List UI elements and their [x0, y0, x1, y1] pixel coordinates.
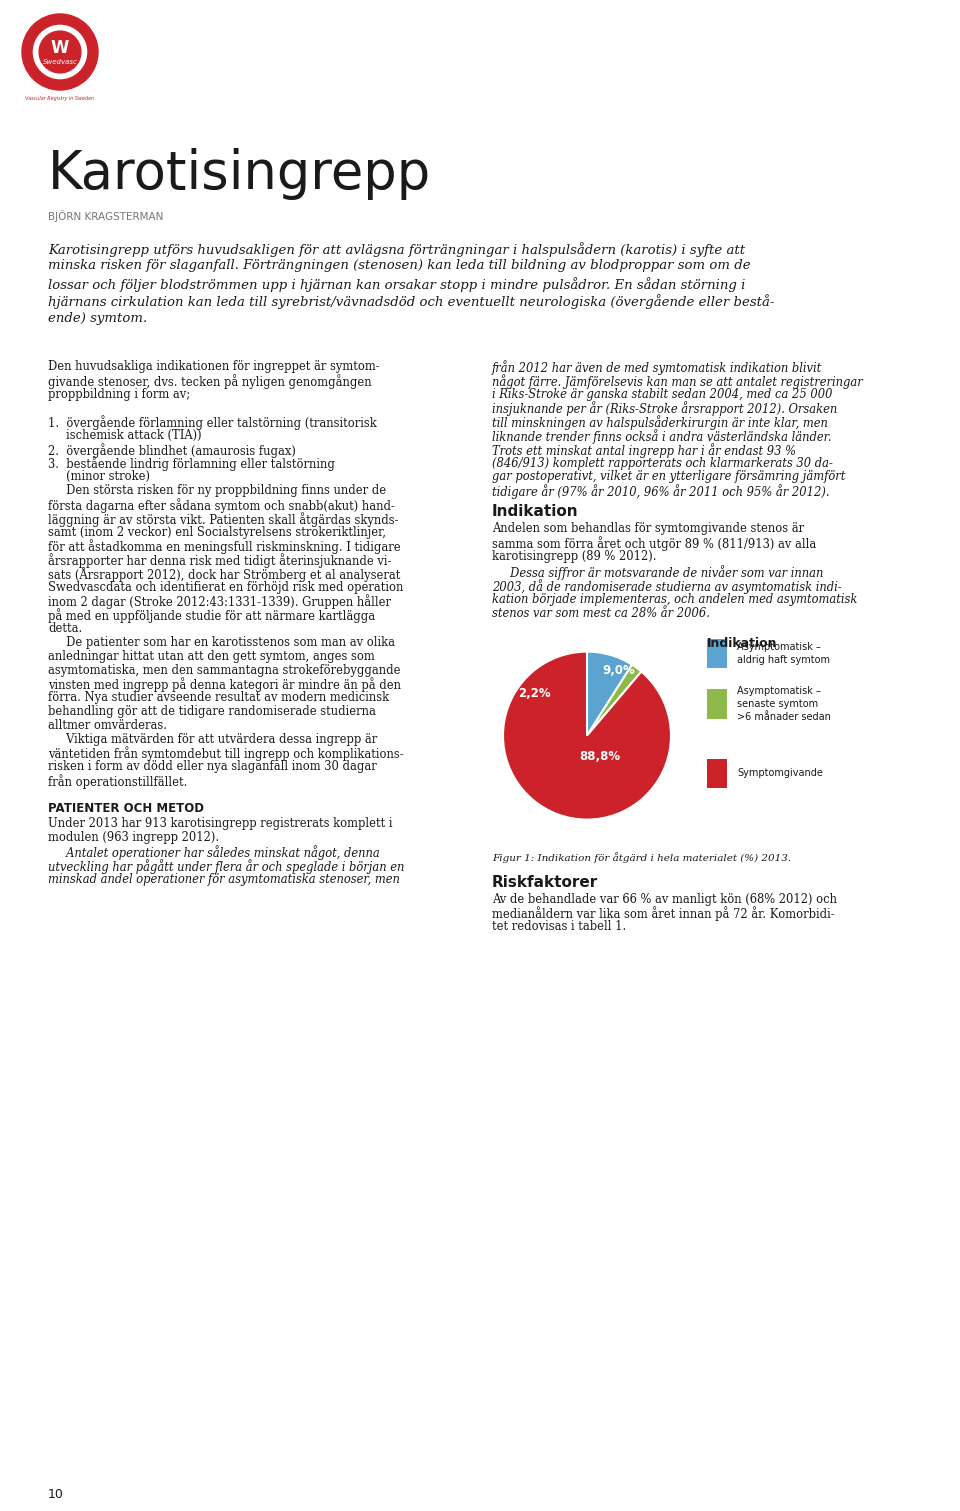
FancyBboxPatch shape [707, 759, 727, 789]
Text: Den största risken för ny proppbildning finns under de: Den största risken för ny proppbildning … [48, 484, 386, 497]
Text: Av de behandlade var 66 % av manligt kön (68% 2012) och: Av de behandlade var 66 % av manligt kön… [492, 893, 837, 905]
Text: medianåldern var lika som året innan på 72 år. Komorbidi-: medianåldern var lika som året innan på … [492, 907, 834, 922]
Text: Riskfaktorer: Riskfaktorer [492, 875, 598, 890]
Circle shape [22, 14, 98, 91]
Text: 1.  övergående förlamning eller talstörning (transitorisk: 1. övergående förlamning eller talstörni… [48, 416, 376, 431]
Wedge shape [503, 651, 671, 819]
Text: 3.  bestående lindrig förlamning eller talstörning: 3. bestående lindrig förlamning eller ta… [48, 456, 335, 471]
Text: modulen (963 ingrepp 2012).: modulen (963 ingrepp 2012). [48, 831, 219, 845]
Text: (minor stroke): (minor stroke) [48, 470, 150, 484]
Text: Under 2013 har 913 karotisingrepp registrerats komplett i: Under 2013 har 913 karotisingrepp regist… [48, 817, 393, 831]
Text: Karotisingrepp utförs huvudsakligen för att avlägsna förträngningar i halspulsåd: Karotisingrepp utförs huvudsakligen för … [48, 242, 745, 257]
Text: Swedvascdata och identifierat en förhöjd risk med operation: Swedvascdata och identifierat en förhöjd… [48, 580, 403, 594]
Text: Dessa siffror är motsvarande de nivåer som var innan: Dessa siffror är motsvarande de nivåer s… [492, 565, 824, 580]
Text: i Riks-Stroke är ganska stabilt sedan 2004, med ca 25 000: i Riks-Stroke är ganska stabilt sedan 20… [492, 388, 832, 400]
Text: 88,8%: 88,8% [579, 749, 620, 763]
Text: minskad andel operationer för asymtomatiska stenoser, men: minskad andel operationer för asymtomati… [48, 872, 400, 885]
Text: Swedvasc: Swedvasc [42, 59, 78, 65]
Text: väntetiden från symtomdebut till ingrepp och komplikations-: väntetiden från symtomdebut till ingrepp… [48, 746, 403, 762]
Text: gar postoperativt, vilket är en ytterligare försämring jämfört: gar postoperativt, vilket är en ytterlig… [492, 470, 846, 484]
Text: ischemisk attack (TIA)): ischemisk attack (TIA)) [48, 429, 202, 443]
Text: W: W [51, 39, 69, 57]
Text: PATIENTER OCH METOD: PATIENTER OCH METOD [48, 802, 204, 814]
Text: 2003, då de randomiserade studierna av asymtomatisk indi-: 2003, då de randomiserade studierna av a… [492, 579, 842, 594]
Text: utveckling har pågått under flera år och speglade i början en: utveckling har pågått under flera år och… [48, 858, 404, 873]
Text: Antalet operationer har således minskat något, denna: Antalet operationer har således minskat … [48, 845, 380, 860]
Wedge shape [587, 651, 632, 736]
Text: Karotisingrepp: Karotisingrepp [48, 148, 431, 199]
Text: BJÖRN KRAGSTERMAN: BJÖRN KRAGSTERMAN [48, 210, 163, 222]
Text: första dagarna efter sådana symtom och snabb(akut) hand-: första dagarna efter sådana symtom och s… [48, 499, 395, 512]
Circle shape [39, 32, 81, 73]
Text: från 2012 har även de med symtomatisk indikation blivit: från 2012 har även de med symtomatisk in… [492, 360, 823, 375]
Text: till minskningen av halspulsåderkirurgin är inte klar, men: till minskningen av halspulsåderkirurgin… [492, 416, 828, 431]
Text: kation började implementeras, och andelen med asymtomatisk: kation började implementeras, och andele… [492, 592, 857, 606]
Text: läggning är av största vikt. Patienten skall åtgärdas skynds-: läggning är av största vikt. Patienten s… [48, 512, 398, 527]
Text: proppbildning i form av;: proppbildning i form av; [48, 388, 190, 400]
Text: risken i form av dödd eller nya slaganfall inom 30 dagar: risken i form av dödd eller nya slaganfa… [48, 760, 376, 774]
Text: Symptomgivande: Symptomgivande [737, 769, 823, 778]
Text: ende) symtom.: ende) symtom. [48, 311, 147, 325]
Text: på med en uppföljande studie för att närmare kartlägga: på med en uppföljande studie för att när… [48, 609, 375, 623]
Text: Indikation: Indikation [492, 505, 579, 518]
Text: hjärnans cirkulation kan leda till syrebrist/vävnadsdöd och eventuellt neurologi: hjärnans cirkulation kan leda till syreb… [48, 295, 775, 310]
Text: insjuknande per år (Riks-Stroke årsrapport 2012). Orsaken: insjuknande per år (Riks-Stroke årsrappo… [492, 402, 837, 416]
Text: 2.  övergående blindhet (amaurosis fugax): 2. övergående blindhet (amaurosis fugax) [48, 443, 296, 458]
Text: anledningar hittat utan att den gett symtom, anges som: anledningar hittat utan att den gett sym… [48, 650, 374, 663]
Text: Trots ett minskat antal ingrepp har i år endast 93 %: Trots ett minskat antal ingrepp har i år… [492, 443, 796, 458]
Text: Indikation: Indikation [707, 638, 778, 650]
Text: samt (inom 2 veckor) enl Socialstyrelsens strokeriktlinjer,: samt (inom 2 veckor) enl Socialstyrelsen… [48, 526, 386, 538]
Text: Viktiga mätvärden för att utvärdera dessa ingrepp är: Viktiga mätvärden för att utvärdera dess… [48, 733, 377, 745]
Text: tet redovisas i tabell 1.: tet redovisas i tabell 1. [492, 920, 626, 934]
Text: Vascular Registry in Sweden: Vascular Registry in Sweden [25, 97, 95, 101]
Text: inom 2 dagar (Stroke 2012:43:1331-1339). Gruppen håller: inom 2 dagar (Stroke 2012:43:1331-1339).… [48, 595, 391, 609]
Text: samma som förra året och utgör 89 % (811/913) av alla: samma som förra året och utgör 89 % (811… [492, 536, 816, 550]
Text: asymtomatiska, men den sammantagna strokeförebyggande: asymtomatiska, men den sammantagna strok… [48, 663, 400, 677]
Circle shape [34, 26, 86, 79]
Text: för att åstadkomma en meningsfull riskminskning. I tidigare: för att åstadkomma en meningsfull riskmi… [48, 539, 400, 555]
Text: detta.: detta. [48, 623, 83, 635]
Text: minska risken för slaganfall. Förträngningen (stenosen) kan leda till bildning a: minska risken för slaganfall. Förträngni… [48, 260, 751, 272]
Text: stenos var som mest ca 28% år 2006.: stenos var som mest ca 28% år 2006. [492, 607, 709, 620]
Text: tidigare år (97% år 2010, 96% år 2011 och 95% år 2012).: tidigare år (97% år 2010, 96% år 2011 oc… [492, 484, 829, 499]
Text: 10: 10 [48, 1488, 64, 1500]
Text: karotisingrepp (89 % 2012).: karotisingrepp (89 % 2012). [492, 550, 657, 562]
Text: förra. Nya studier avseende resultat av modern medicinsk: förra. Nya studier avseende resultat av … [48, 691, 389, 704]
Text: sats (Årsrapport 2012), dock har Strömberg et al analyserat: sats (Årsrapport 2012), dock har Strömbe… [48, 567, 400, 582]
Wedge shape [587, 665, 641, 736]
Text: alltmer omvärderas.: alltmer omvärderas. [48, 719, 167, 731]
Text: från operationstillfället.: från operationstillfället. [48, 774, 187, 789]
Text: årsrapporter har denna risk med tidigt återinsjuknande vi-: årsrapporter har denna risk med tidigt å… [48, 553, 392, 568]
Text: lossar och följer blodströmmen upp i hjärnan kan orsakar stopp i mindre pulsådro: lossar och följer blodströmmen upp i hjä… [48, 277, 745, 292]
Text: Asymptomatisk –
aldrig haft symtom: Asymptomatisk – aldrig haft symtom [737, 642, 830, 665]
FancyBboxPatch shape [707, 689, 727, 719]
Text: Figur 1: Indikation för åtgärd i hela materialet (%) 2013.: Figur 1: Indikation för åtgärd i hela ma… [492, 852, 791, 863]
Text: behandling gör att de tidigare randomiserade studierna: behandling gör att de tidigare randomise… [48, 706, 376, 718]
Text: vinsten med ingrepp på denna kategori är mindre än på den: vinsten med ingrepp på denna kategori är… [48, 677, 401, 692]
Text: Asymptomatisk –
senaste symtom
>6 månader sedan: Asymptomatisk – senaste symtom >6 månade… [737, 686, 830, 722]
Text: (846/913) komplett rapporterats och klarmarkerats 30 da-: (846/913) komplett rapporterats och klar… [492, 456, 833, 470]
Text: 2,2%: 2,2% [518, 688, 551, 700]
Text: Andelen som behandlas för symtomgivande stenos är: Andelen som behandlas för symtomgivande … [492, 521, 804, 535]
FancyBboxPatch shape [707, 639, 727, 668]
Text: liknande trender finns också i andra västerländska länder.: liknande trender finns också i andra väs… [492, 429, 831, 444]
Text: något färre. Jämförelsevis kan man se att antalet registreringar: något färre. Jämförelsevis kan man se at… [492, 373, 863, 388]
Text: 9,0%: 9,0% [603, 663, 636, 677]
Text: De patienter som har en karotisstenos som man av olika: De patienter som har en karotisstenos so… [48, 636, 395, 650]
Text: givande stenoser, dvs. tecken på nyligen genomgången: givande stenoser, dvs. tecken på nyligen… [48, 373, 372, 388]
Text: Den huvudsakliga indikationen för ingreppet är symtom-: Den huvudsakliga indikationen för ingrep… [48, 360, 379, 373]
